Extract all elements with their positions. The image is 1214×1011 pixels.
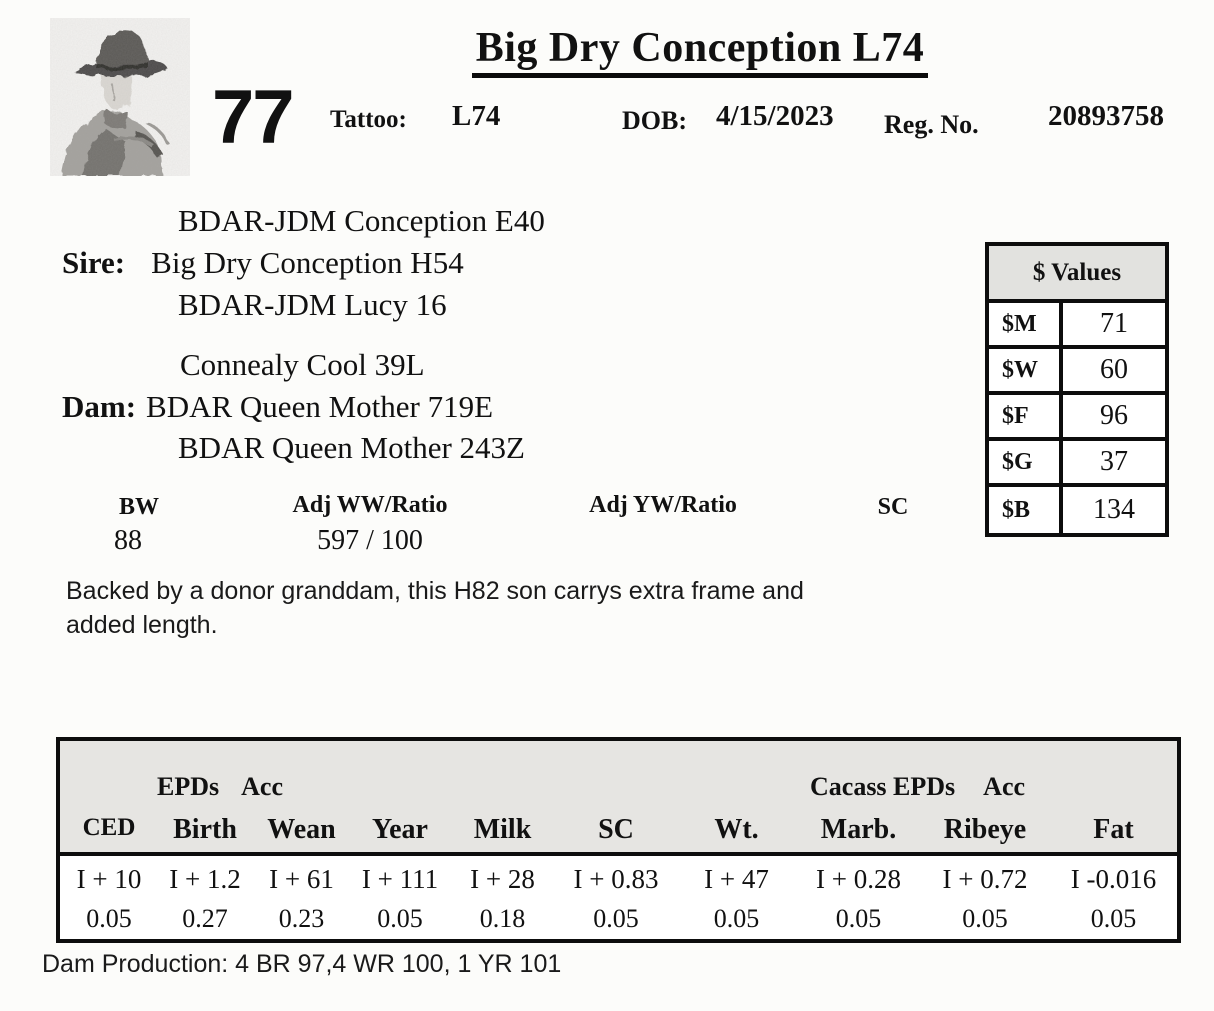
adj-ww-header: Adj WW/Ratio xyxy=(292,492,448,518)
dollar-value-label: $F xyxy=(989,395,1063,437)
epd-value: I + 0.28 xyxy=(816,864,901,894)
column-header: Fat xyxy=(1093,814,1134,845)
dam-production-line: Dam Production: 4 BR 97,4 WR 100, 1 YR 1… xyxy=(42,950,562,978)
cowboy-icon xyxy=(50,18,190,176)
epd-accuracy: 0.27 xyxy=(182,904,228,933)
epd-values-row: I + 10 I + 1.2 I + 61 I + 111 I + 28 I +… xyxy=(60,861,1177,901)
epd-accuracy: 0.05 xyxy=(713,904,760,933)
epd-accuracy-row: 0.05 0.27 0.23 0.05 0.18 0.05 0.05 0.05 … xyxy=(60,901,1177,941)
epd-accuracy: 0.23 xyxy=(278,904,325,933)
epd-accuracy: 0.05 xyxy=(962,904,1008,933)
page-title: Big Dry Conception L74 xyxy=(471,24,929,78)
epd-value: I + 10 xyxy=(76,864,142,894)
epd-table: EPDs Acc Cacass EPDs Acc CED Birth Wean … xyxy=(56,737,1181,943)
column-header: Birth xyxy=(173,814,237,845)
sire-sire-name: BDAR-JDM Conception E40 xyxy=(178,203,545,238)
epd-value: I + 111 xyxy=(361,864,439,894)
carcass-epds-group-label: Cacass EPDs Acc xyxy=(810,772,1025,802)
column-header: Marb. xyxy=(820,814,897,845)
epds-acc-label: Acc xyxy=(241,772,283,801)
column-header: CED xyxy=(82,814,136,841)
epd-value: I -0.016 xyxy=(1070,864,1157,894)
column-header: SC xyxy=(598,814,634,845)
reg-no-label: Reg. No. xyxy=(884,110,979,139)
reg-no-value: 20893758 xyxy=(1048,100,1164,132)
epds-group-label: EPDs Acc xyxy=(157,772,283,802)
table-row: $W 60 xyxy=(989,349,1165,395)
carcass-epds-label: Cacass EPDs xyxy=(810,772,956,801)
sire-line: Sire: Big Dry Conception H54 xyxy=(62,245,464,281)
dollar-value-label: $G xyxy=(989,441,1063,483)
epd-value: I + 28 xyxy=(470,864,535,894)
epd-accuracy: 0.05 xyxy=(593,904,639,933)
epd-value: I + 1.2 xyxy=(169,864,241,894)
dam-dam-name: BDAR Queen Mother 243Z xyxy=(178,430,525,465)
adj-yw-header: Adj YW/Ratio xyxy=(589,492,737,518)
dollar-value-amount: 71 xyxy=(1100,308,1128,339)
dam-label: Dam: xyxy=(62,389,137,424)
table-row: $G 37 xyxy=(989,441,1165,487)
epd-value: I + 61 xyxy=(269,864,334,894)
tattoo-value: L74 xyxy=(452,100,501,132)
epd-table-body: I + 10 I + 1.2 I + 61 I + 111 I + 28 I +… xyxy=(60,856,1177,941)
dob-value: 4/15/2023 xyxy=(716,100,834,132)
dam-name: BDAR Queen Mother 719E xyxy=(146,389,494,424)
dollar-value-amount: 96 xyxy=(1100,400,1128,431)
dollar-value-amount: 37 xyxy=(1100,446,1128,477)
cowboy-portrait-image xyxy=(50,18,190,176)
dollar-value-label: $M xyxy=(989,303,1063,345)
tattoo-label: Tattoo: xyxy=(330,106,407,133)
epd-column-headers: CED Birth Wean Year Milk SC Wt. Marb. Ri… xyxy=(60,814,1177,846)
bw-header: BW xyxy=(118,494,159,520)
sire-name: Big Dry Conception H54 xyxy=(151,245,464,280)
table-row: $B 134 xyxy=(989,487,1165,533)
epd-value: I + 47 xyxy=(704,864,769,894)
carcass-acc-label: Acc xyxy=(983,772,1026,801)
epd-value: I + 0.83 xyxy=(573,864,659,894)
dollar-value-label: $B xyxy=(989,487,1063,533)
column-header: Wean xyxy=(267,814,336,845)
epd-accuracy: 0.05 xyxy=(1090,904,1137,933)
bw-value: 88 xyxy=(114,525,142,556)
sc-header: SC xyxy=(877,494,909,520)
dam-line: Dam: BDAR Queen Mother 719E xyxy=(62,389,493,425)
table-row: $M 71 xyxy=(989,303,1165,349)
epd-accuracy: 0.05 xyxy=(835,904,882,933)
column-header: Milk xyxy=(473,814,532,845)
epd-table-header: EPDs Acc Cacass EPDs Acc CED Birth Wean … xyxy=(60,741,1177,856)
dob-label: DOB: xyxy=(622,106,687,135)
dollar-value-label: $W xyxy=(989,349,1063,391)
epds-label: EPDs xyxy=(157,772,220,801)
column-header: Wt. xyxy=(714,814,759,845)
epd-value: I + 0.72 xyxy=(942,864,1028,894)
column-header: Ribeye xyxy=(943,814,1027,845)
dollar-values-title: $ Values xyxy=(989,246,1165,303)
dollar-value-amount: 134 xyxy=(1093,494,1135,525)
epd-accuracy: 0.05 xyxy=(377,904,423,933)
dam-sire-name: Connealy Cool 39L xyxy=(180,347,425,382)
sire-dam-name: BDAR-JDM Lucy 16 xyxy=(178,287,447,322)
dollar-value-amount: 60 xyxy=(1100,354,1128,385)
adj-ww-value: 597 / 100 xyxy=(317,525,423,556)
sire-label: Sire: xyxy=(62,245,126,280)
lot-number: 77 xyxy=(212,75,295,160)
dollar-values-table: $ Values $M 71 $W 60 $F 96 $G 37 $B 134 xyxy=(985,242,1169,537)
sale-note: Backed by a donor granddam, this H82 son… xyxy=(66,577,804,639)
epd-accuracy: 0.05 xyxy=(86,904,132,933)
table-row: $F 96 xyxy=(989,395,1165,441)
column-header: Year xyxy=(372,814,428,845)
epd-accuracy: 0.18 xyxy=(479,904,526,933)
